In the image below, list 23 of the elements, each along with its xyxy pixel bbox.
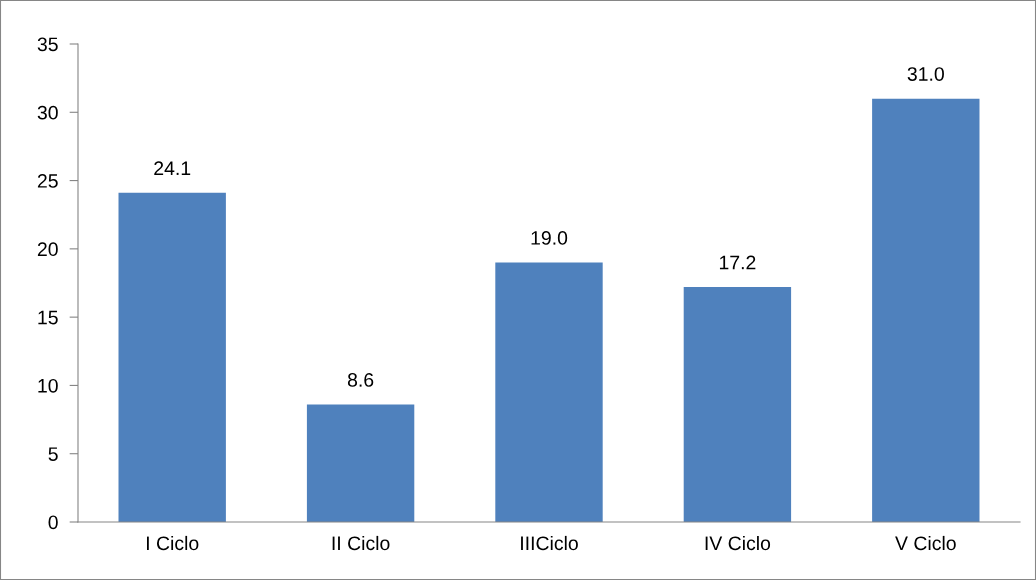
y-tick-label: 10 (38, 378, 58, 393)
x-tick-label: IV Ciclo (705, 535, 771, 551)
y-tick-label: 0 (48, 515, 58, 530)
y-tick-label: 15 (38, 310, 58, 325)
x-tick-label: II Ciclo (332, 535, 390, 551)
y-tick-label: 20 (37, 242, 58, 257)
y-tick-label: 30 (37, 105, 58, 120)
x-tick-label: I Ciclo (146, 535, 199, 551)
bar (306, 404, 415, 522)
data-label: 19.0 (531, 231, 568, 245)
bar (683, 287, 792, 522)
data-label: 31.0 (907, 67, 944, 81)
data-label: 8.6 (347, 373, 374, 387)
y-tick-label: 25 (37, 174, 58, 188)
x-tick-label: IIICiclo (521, 535, 578, 551)
bar (495, 262, 603, 522)
data-label: 24.1 (154, 161, 191, 175)
bar (118, 192, 226, 522)
y-tick-label: 35 (37, 37, 58, 52)
data-label: 17.2 (719, 255, 756, 270)
y-tick-label: 5 (48, 447, 58, 461)
bar (872, 98, 980, 522)
x-tick-label: V Ciclo (895, 535, 956, 551)
